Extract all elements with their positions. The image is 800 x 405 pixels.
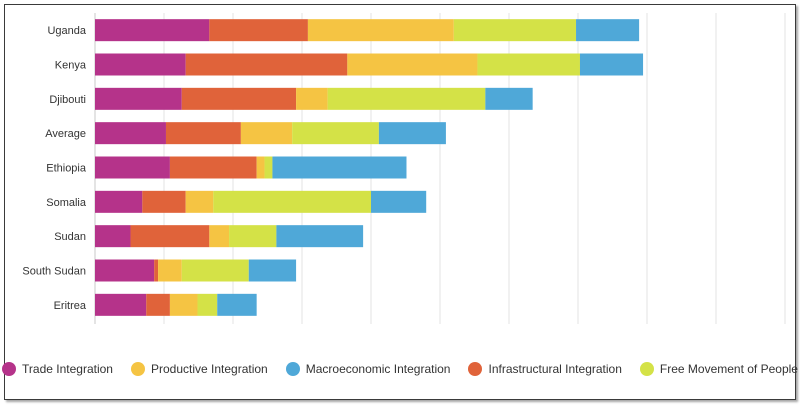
legend-swatch-productive-integration: [130, 362, 145, 376]
legend-label-productive-integration: Productive Integration: [150, 362, 268, 376]
bar-segment: [248, 259, 297, 282]
bar-segment: [165, 122, 241, 145]
bar-segment: [95, 259, 155, 282]
chart-legend: Trade Integration Productive Integration…: [0, 355, 800, 383]
legend-swatch-trade-integration: [2, 362, 17, 376]
category-label: Kenya: [55, 60, 87, 72]
bar-segment: [296, 87, 328, 110]
bar-segment: [209, 19, 308, 42]
bar-segment: [185, 53, 348, 76]
bar-segment: [197, 293, 218, 316]
bar-segment: [95, 225, 131, 248]
bar-segment: [181, 259, 249, 282]
bar-segment: [95, 19, 210, 42]
bar-segment: [240, 122, 293, 145]
bar-segment: [95, 87, 182, 110]
bar-segment: [485, 87, 533, 110]
legend-item-productive-integration: Productive Integration: [130, 362, 268, 376]
bar-segment: [185, 190, 214, 213]
bar-segment: [154, 259, 159, 282]
category-label: Eritrea: [54, 300, 87, 312]
bar-segment: [276, 225, 364, 248]
legend-swatch-free-movement-of-people: [639, 362, 654, 376]
bar-segment: [579, 53, 644, 76]
bar-segment: [229, 225, 277, 248]
category-label: Ethiopia: [46, 163, 87, 175]
legend-label-free-movement-of-people: Free Movement of People: [659, 362, 798, 376]
legend-item-trade-integration: Trade Integration: [2, 362, 113, 376]
bar-segment: [272, 156, 407, 179]
bar-segment: [371, 190, 427, 213]
legend-swatch-infrastructural-integration: [468, 362, 483, 376]
bar-segment: [217, 293, 257, 316]
bar-segment: [95, 293, 147, 316]
bar-segment: [292, 122, 379, 145]
legend-item-free-movement-of-people: Free Movement of People: [639, 362, 798, 376]
legend-swatch-macroeconomic-integration: [285, 362, 300, 376]
bar-segment: [181, 87, 297, 110]
bar-segment: [307, 19, 454, 42]
bar-segment: [327, 87, 486, 110]
category-label: Djibouti: [49, 94, 86, 106]
bar-segment: [169, 293, 198, 316]
bar-segment: [95, 122, 166, 145]
bar-segment: [213, 190, 371, 213]
bar-segment: [169, 156, 257, 179]
bar-segment: [130, 225, 210, 248]
category-label: South Sudan: [22, 266, 86, 278]
legend-label-macroeconomic-integration: Macroeconomic Integration: [305, 362, 451, 376]
bar-segment: [264, 156, 273, 179]
bar-segment: [209, 225, 230, 248]
bar-segment: [95, 53, 186, 76]
bar-segment: [453, 19, 577, 42]
legend-label-trade-integration: Trade Integration: [22, 362, 113, 376]
bar-segment: [477, 53, 580, 76]
bar-segment: [158, 259, 182, 282]
stacked-bar-chart: Uganda Kenya Djibouti Average Ethiopia Somali…: [22, 13, 786, 324]
category-label: Sudan: [54, 231, 86, 243]
bar-segment: [146, 293, 170, 316]
bar-segment: [256, 156, 265, 179]
legend-label-infrastructural-integration: Infrastructural Integration: [488, 362, 622, 376]
bar-segment: [142, 190, 186, 213]
bar-segment: [576, 19, 640, 42]
category-label: Uganda: [47, 25, 86, 37]
bar-segment: [95, 190, 143, 213]
bar-segment: [378, 122, 446, 145]
category-label: Somalia: [46, 197, 87, 209]
legend-item-macroeconomic-integration: Macroeconomic Integration: [285, 362, 451, 376]
category-label: Average: [45, 128, 86, 140]
bar-segment: [347, 53, 478, 76]
bar-segment: [95, 156, 170, 179]
legend-item-infrastructural-integration: Infrastructural Integration: [468, 362, 622, 376]
